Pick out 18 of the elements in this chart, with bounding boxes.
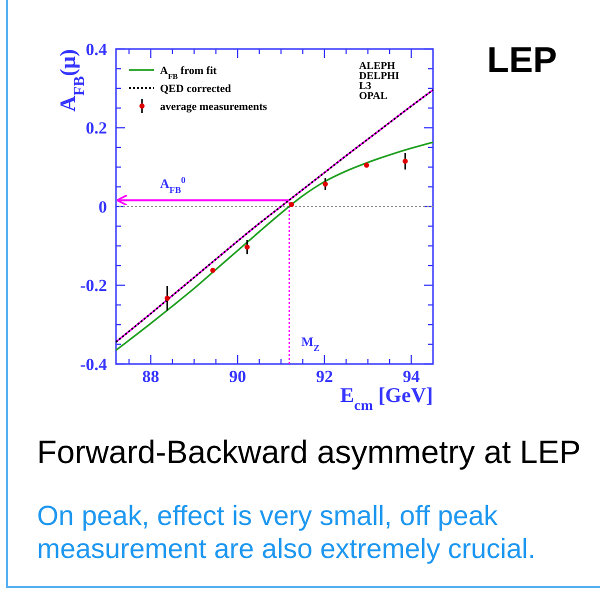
legend-label: A$_{FB}$ from fit: [160, 65, 218, 80]
x-axis-title: E$_{cm}$ [GeV]: [340, 383, 433, 414]
annotation: ALEPH DELPHI L3 OPAL: [359, 61, 400, 102]
x-tick-label: 92: [316, 367, 333, 386]
text: On peak, effect is very small, off peak measurement are also extremely crucial.: [37, 500, 536, 564]
legend-label: average measurements: [160, 101, 268, 113]
y-tick-label: 0.2: [86, 118, 107, 138]
y-tick-label: -0.2: [80, 276, 107, 296]
text: LEP: [486, 39, 558, 80]
x-tick-label: 88: [142, 367, 160, 386]
y-tick-label: -0.4: [80, 354, 108, 374]
text: Forward-Backward asymmetry at LEP: [37, 434, 581, 470]
ref-line-label: M$_{Z}$: [301, 334, 320, 353]
x-tick-label: 94: [402, 367, 420, 386]
y-tick-label: 0.4: [86, 40, 108, 59]
legend-label: QED corrected: [160, 83, 231, 95]
y-tick-label: 0: [98, 197, 107, 216]
x-tick-label: 90: [229, 367, 246, 386]
